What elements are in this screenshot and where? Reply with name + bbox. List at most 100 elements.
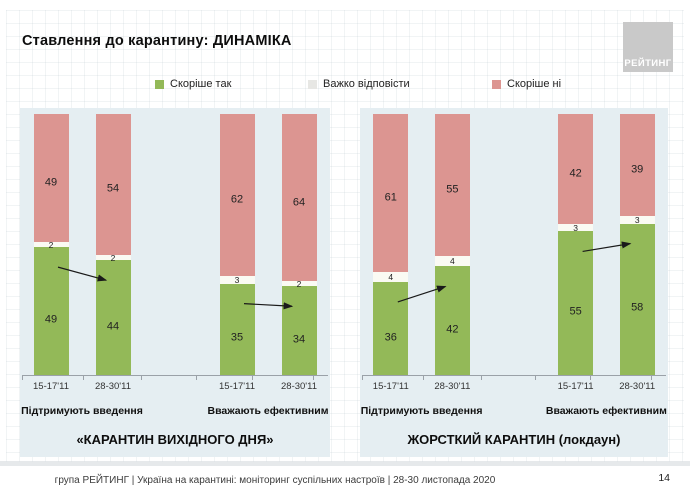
axis-tick-icon — [362, 376, 363, 380]
segment-hard: 3 — [558, 222, 594, 233]
category-label: 15-17'11 — [557, 381, 594, 392]
value-label-hard: 3 — [234, 274, 240, 285]
bar-slot: 49 2 49 — [20, 114, 82, 375]
page-number: 14 — [658, 472, 670, 484]
slide-bottom-shadow — [0, 461, 690, 466]
segment-yes: 49 — [33, 247, 69, 375]
value-label-hard: 4 — [450, 256, 455, 267]
axis-tick-icon — [251, 376, 253, 380]
segment-no: 54 — [95, 114, 131, 255]
value-label-yes: 34 — [292, 333, 306, 346]
value-label-hard: 4 — [388, 271, 394, 282]
axis-tick-icon — [312, 376, 314, 380]
chart-panel: 61 4 36 55 4 42 42 3 55 39 3 58 15-17'11 28-30'11 Підт… — [360, 108, 668, 457]
bar-slot: 39 3 58 — [606, 114, 668, 375]
x-axis — [362, 375, 666, 380]
category-label: 28-30'11 — [434, 381, 471, 392]
x-axis — [22, 375, 328, 380]
axis-tick-icon — [422, 376, 424, 380]
bars-area: 49 2 49 54 2 44 62 3 35 64 2 34 — [20, 114, 330, 375]
segment-yes: 35 — [219, 283, 255, 375]
segment-yes: 44 — [95, 260, 131, 375]
chart-panel: 49 2 49 54 2 44 62 3 35 64 2 34 15-17'11 28-30'11 Підт… — [20, 108, 330, 457]
bar-slot: 64 2 34 — [268, 114, 330, 375]
value-label-no: 64 — [292, 196, 306, 209]
axis-tick-icon — [650, 376, 652, 380]
category-label: 28-30'11 — [281, 381, 317, 392]
segment-hard: 2 — [33, 239, 69, 250]
value-label-hard: 2 — [296, 278, 302, 289]
value-label-hard: 2 — [48, 239, 54, 250]
segment-no: 61 — [373, 114, 409, 272]
value-label-yes: 36 — [384, 331, 397, 343]
axis-tick-icon — [22, 376, 23, 380]
segment-hard: 4 — [434, 256, 470, 267]
value-label-no: 62 — [230, 193, 244, 206]
value-label-no: 54 — [106, 182, 120, 195]
category-label: 15-17'11 — [219, 381, 255, 392]
value-label-yes: 49 — [44, 313, 58, 326]
segment-hard: 2 — [281, 278, 317, 289]
rating-group-logo: РЕЙТИНГ — [623, 22, 673, 72]
value-label-no: 49 — [44, 176, 58, 189]
bar-slot: 62 3 35 — [206, 114, 268, 375]
value-label-no: 61 — [384, 191, 397, 204]
value-label-hard: 3 — [573, 222, 578, 233]
segment-hard: 4 — [373, 271, 409, 282]
value-label-yes: 58 — [631, 301, 644, 314]
segment-no: 42 — [558, 114, 594, 224]
segment-yes: 58 — [619, 223, 655, 375]
bars-area: 61 4 36 55 4 42 42 3 55 39 3 58 — [360, 114, 668, 376]
segment-hard: 2 — [95, 252, 131, 263]
axis-tick-icon — [590, 376, 591, 380]
axis-tick-icon — [480, 376, 482, 380]
rating-logo-text: РЕЙТИНГ — [624, 58, 672, 69]
group-title: «КАРАНТИН ВИХІДНОГО ДНЯ» — [76, 432, 274, 447]
segment-no: 62 — [219, 114, 255, 276]
value-label-no: 39 — [631, 163, 644, 176]
category-label: 28-30'11 — [619, 381, 656, 392]
segment-no: 49 — [33, 114, 69, 242]
subchart-label: Вважають ефективним — [545, 405, 667, 417]
value-label-no: 55 — [446, 183, 459, 196]
category-label: 15-17'11 — [372, 381, 409, 392]
page-title: Ставлення до карантину: ДИНАМІКА — [22, 33, 292, 49]
value-label-hard: 3 — [634, 214, 640, 225]
axis-tick-icon — [83, 376, 85, 380]
bar-slot: 61 4 36 — [360, 114, 422, 376]
subchart-label: Вважають ефективним — [207, 405, 329, 417]
stacked-bar: 64 2 34 — [281, 114, 317, 375]
stacked-bar: 42 3 55 — [558, 114, 594, 375]
segment-hard: 3 — [619, 214, 655, 225]
stacked-bar: 61 4 36 — [373, 114, 409, 376]
stacked-bar: 55 4 42 — [434, 114, 470, 375]
category-label: 28-30'11 — [95, 381, 131, 392]
segment-yes: 55 — [558, 231, 594, 375]
category-label: 15-17'11 — [33, 381, 69, 392]
subchart-label: Підтримують введення — [21, 405, 143, 417]
subchart-label: Підтримують введення — [360, 405, 483, 417]
stacked-bar: 62 3 35 — [219, 114, 255, 375]
stacked-bar: 54 2 44 — [95, 114, 131, 375]
value-label-yes: 42 — [446, 323, 459, 336]
bar-slot: 55 4 42 — [422, 114, 484, 375]
value-label-yes: 55 — [569, 305, 582, 318]
segment-yes: 42 — [434, 266, 470, 375]
bar-slot: 54 2 44 — [82, 114, 144, 375]
footer-source-line: група РЕЙТИНГ | Україна на карантині: мо… — [54, 475, 496, 486]
segment-yes: 34 — [281, 286, 317, 375]
segment-hard: 3 — [219, 274, 255, 285]
bar-slot: 42 3 55 — [545, 114, 607, 375]
value-label-hard: 2 — [110, 252, 116, 263]
value-label-no: 42 — [569, 167, 582, 180]
axis-tick-icon — [196, 376, 198, 380]
segment-yes: 36 — [373, 281, 409, 376]
value-label-yes: 44 — [106, 320, 120, 333]
group-title: ЖОРСТКИЙ КАРАНТИН (локдаун) — [407, 432, 621, 447]
segment-no: 64 — [281, 114, 317, 282]
stacked-bar: 49 2 49 — [33, 114, 69, 375]
value-label-yes: 35 — [230, 331, 244, 344]
axis-tick-icon — [141, 376, 143, 380]
stacked-bar: 39 3 58 — [619, 114, 655, 375]
